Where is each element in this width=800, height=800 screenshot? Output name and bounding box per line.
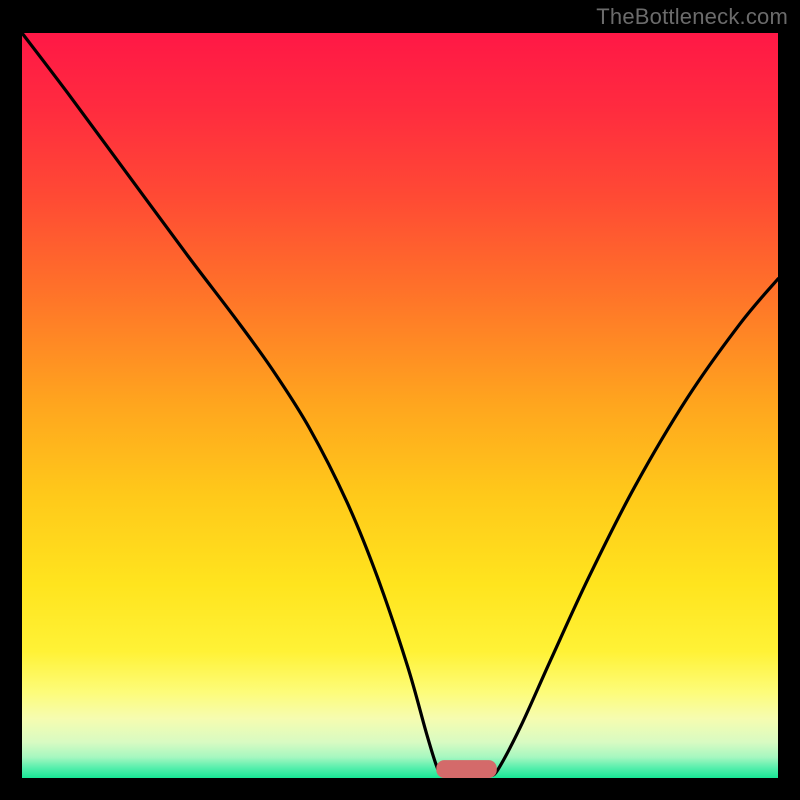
chart-frame: TheBottleneck.com bbox=[0, 0, 800, 800]
watermark-text: TheBottleneck.com bbox=[596, 4, 788, 30]
plot-background bbox=[22, 33, 778, 778]
optimal-marker bbox=[436, 760, 496, 778]
bottleneck-chart bbox=[0, 0, 800, 800]
